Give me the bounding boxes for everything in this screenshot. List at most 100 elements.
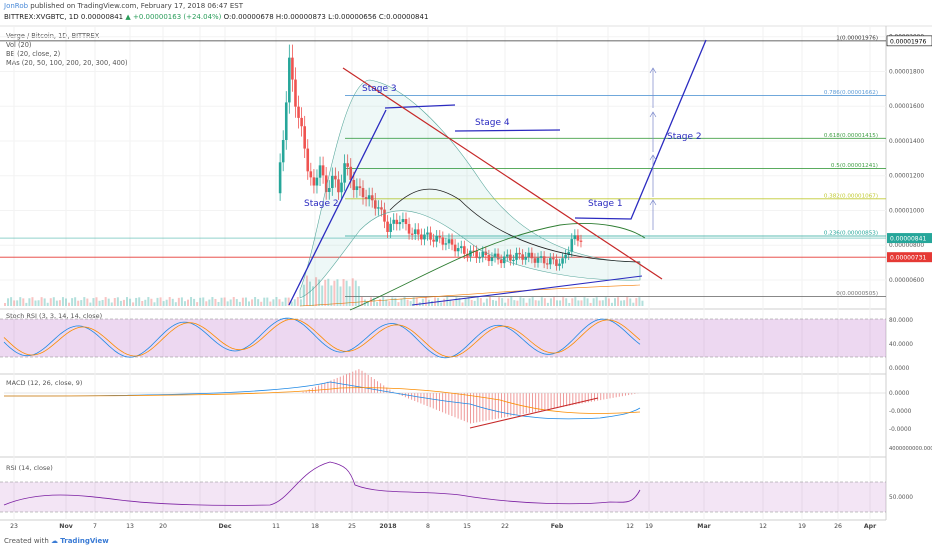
candle-body — [521, 254, 524, 260]
volume-bar — [537, 300, 540, 306]
candle-body — [555, 259, 558, 266]
volume-bar — [162, 301, 165, 306]
volume-bar — [324, 279, 327, 306]
candle-body — [355, 186, 359, 191]
candle-body — [484, 251, 488, 256]
volume-bar — [13, 300, 16, 306]
volume-bar — [540, 297, 543, 306]
volume-bar — [28, 298, 31, 306]
volume-bar — [248, 301, 250, 306]
volume-bar — [150, 298, 153, 306]
volume-bar — [629, 298, 632, 306]
volume-bar — [58, 300, 61, 306]
volume-bar — [363, 299, 366, 306]
volume-bar — [318, 279, 321, 306]
volume-bar — [479, 298, 482, 306]
volume-bar — [272, 299, 275, 306]
x-tick-label: 13 — [126, 523, 134, 530]
candle-body — [524, 257, 528, 260]
candle-body — [404, 219, 408, 225]
volume-bar — [315, 277, 318, 306]
candle-body — [530, 252, 534, 259]
current-price-badge-bg — [887, 233, 932, 244]
volume-bar — [80, 300, 83, 306]
volume-bar — [513, 300, 516, 306]
stoch-d-line — [3, 318, 641, 358]
trendline-stage4 — [454, 129, 561, 132]
candle-body — [490, 257, 494, 262]
candle-body — [340, 182, 343, 193]
x-tick-label: 2018 — [379, 523, 396, 530]
rsi-tick-label: 4000000000.0000 — [889, 446, 932, 452]
ma-green — [349, 223, 646, 311]
trendline-projection — [574, 39, 707, 220]
author-link[interactable]: JonRob — [4, 2, 29, 10]
volume-bar — [440, 302, 443, 306]
macd-signal-line — [3, 387, 641, 414]
volume-bar — [373, 297, 376, 306]
volume-bar — [531, 297, 534, 306]
volume-bar — [504, 302, 507, 306]
volume-bar — [284, 297, 287, 306]
candle-body — [423, 234, 426, 240]
volume-bar — [516, 300, 519, 306]
candle-body — [527, 252, 531, 258]
volume-bar — [571, 298, 574, 306]
volume-bar — [107, 298, 110, 306]
footer-brand[interactable]: TradingView — [60, 537, 109, 545]
volume-bar — [74, 297, 77, 306]
candle-body — [453, 244, 457, 252]
candle-body — [389, 223, 392, 232]
volume-bar — [254, 297, 257, 306]
volume-bar — [449, 299, 452, 306]
volume-bar — [302, 284, 305, 306]
volume-bar — [293, 299, 296, 306]
price-tick-label: 0.00001600 — [889, 104, 924, 110]
volume-bar — [400, 298, 403, 306]
candle-body — [552, 258, 555, 260]
volume-bar — [348, 286, 351, 306]
last-price: 0.00000841 — [80, 13, 124, 21]
volume-bar — [199, 297, 202, 306]
ohlc-values: O:0.00000678 H:0.00000873 L:0.00000656 C… — [223, 13, 429, 21]
candle-body — [499, 259, 503, 264]
volume-bar — [385, 299, 388, 306]
candle-body — [315, 177, 319, 186]
candle-body — [331, 175, 334, 189]
rsi-band — [0, 482, 886, 512]
volume-bar — [339, 286, 342, 306]
candle-body — [278, 162, 282, 194]
volume-bar — [443, 298, 446, 306]
candle-body — [564, 254, 567, 259]
candle-body — [303, 126, 306, 149]
volume-bar — [22, 298, 25, 306]
volume-bar — [309, 281, 311, 306]
stage-annotation: Stage 2 — [667, 132, 702, 142]
candle-body — [416, 229, 420, 235]
volume-bar — [592, 298, 595, 306]
volume-bar — [251, 299, 254, 306]
trendline-stage2-left — [288, 109, 387, 306]
volume-bar — [190, 297, 193, 306]
volume-bar — [55, 300, 58, 306]
volume-bar — [501, 298, 504, 306]
volume-bar — [52, 297, 55, 306]
volume-bar — [382, 297, 385, 306]
candle-body — [352, 179, 356, 191]
volume-bar — [49, 298, 52, 306]
volume-bar — [113, 298, 116, 306]
volume-bar — [534, 300, 537, 306]
volume-bar — [528, 298, 531, 306]
candle-body — [288, 57, 291, 103]
volume-bar — [165, 299, 168, 306]
candle-body — [337, 179, 340, 193]
high-price-badge-bg — [887, 35, 932, 46]
x-tick-label: 8 — [426, 523, 430, 530]
volume-bar — [421, 298, 424, 306]
volume-bar — [147, 297, 150, 306]
fib-level-label: 0(0.00000505) — [836, 291, 878, 297]
volume-bar — [321, 285, 324, 306]
volume-bar — [370, 297, 372, 306]
volume-bar — [507, 298, 510, 306]
